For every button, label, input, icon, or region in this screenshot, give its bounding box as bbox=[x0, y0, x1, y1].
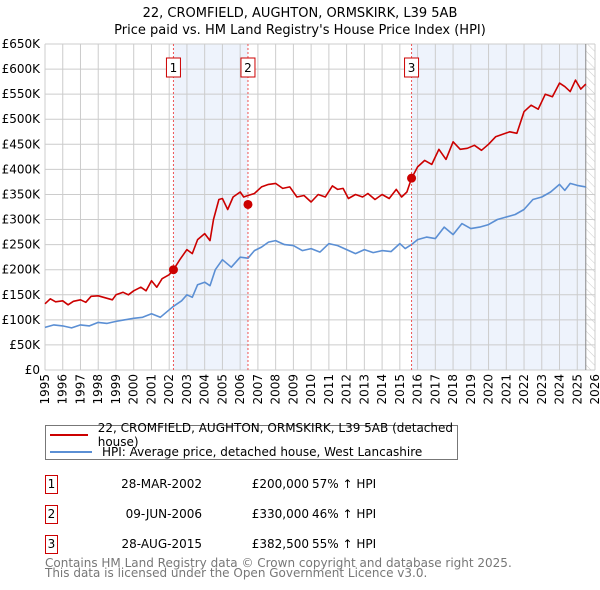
y-tick-label: £550K bbox=[2, 87, 42, 101]
x-tick-label: 2021 bbox=[499, 374, 513, 405]
x-tick-label: 2022 bbox=[517, 374, 531, 405]
sale-label: 1 bbox=[170, 61, 178, 75]
sale-label: 3 bbox=[408, 61, 416, 75]
x-tick-label: 2014 bbox=[375, 374, 389, 405]
x-tick-label: 2019 bbox=[464, 374, 478, 405]
x-tick-label: 2015 bbox=[393, 374, 407, 405]
y-tick-label: £400K bbox=[2, 162, 42, 176]
x-tick-label: 2024 bbox=[553, 374, 567, 405]
footer: Contains HM Land Registry data © Crown c… bbox=[45, 556, 512, 580]
transaction-date: 28-AUG-2015 bbox=[121, 537, 203, 551]
transaction-number: 2 bbox=[45, 505, 58, 524]
forecast-hatch bbox=[585, 44, 595, 370]
legend-label-hpi: HPI: Average price, detached house, West… bbox=[102, 445, 423, 459]
y-tick-label: £450K bbox=[2, 137, 42, 151]
transaction-hpi-diff: 46% ↑ HPI bbox=[312, 507, 377, 521]
transaction-date: 28-MAR-2002 bbox=[121, 477, 202, 491]
y-tick-label: £350K bbox=[2, 187, 42, 201]
x-tick-label: 2003 bbox=[180, 374, 194, 405]
x-tick-label: 2023 bbox=[535, 374, 549, 405]
legend-item-property: 22, CROMFIELD, AUGHTON, ORMSKIRK, L39 5A… bbox=[50, 421, 457, 449]
sale-point bbox=[243, 199, 253, 209]
transaction-price: £200,000 bbox=[251, 477, 309, 491]
footer-licence: This data is licensed under the Open Gov… bbox=[45, 566, 428, 580]
sale-label: 2 bbox=[244, 61, 252, 75]
footer-copyright: Contains HM Land Registry data © Crown c… bbox=[45, 556, 512, 570]
legend-label-property: 22, CROMFIELD, AUGHTON, ORMSKIRK, L39 5A… bbox=[97, 421, 454, 449]
x-tick-label: 2012 bbox=[340, 374, 354, 405]
y-tick-label: £200K bbox=[2, 263, 42, 277]
legend: 22, CROMFIELD, AUGHTON, ORMSKIRK, L39 5A… bbox=[45, 421, 458, 460]
legend-item-hpi: HPI: Average price, detached house, West… bbox=[50, 444, 422, 460]
x-tick-label: 1997 bbox=[73, 374, 87, 405]
x-tick-label: 2000 bbox=[127, 374, 141, 405]
sale-point bbox=[168, 265, 178, 275]
table-row: 2 09-JUN-2006 £330,000 46% ↑ HPI bbox=[45, 505, 465, 527]
legend-swatch-hpi bbox=[50, 451, 92, 453]
x-tick-label: 2007 bbox=[251, 374, 265, 405]
x-tick-label: 1996 bbox=[56, 374, 70, 405]
y-tick-label: £0 bbox=[25, 363, 40, 377]
x-tick-label: 2026 bbox=[588, 374, 600, 405]
y-tick-label: £150K bbox=[2, 288, 42, 302]
property-price-line bbox=[44, 79, 587, 306]
y-tick-label: £300K bbox=[2, 213, 42, 227]
shaded-period bbox=[411, 44, 586, 370]
y-tick-label: £100K bbox=[2, 313, 42, 327]
chart-title: 22, CROMFIELD, AUGHTON, ORMSKIRK, L39 5A… bbox=[143, 6, 458, 21]
x-tick-label: 1995 bbox=[38, 374, 52, 405]
transaction-hpi-diff: 55% ↑ HPI bbox=[312, 537, 377, 551]
transaction-price: £382,500 bbox=[251, 537, 309, 551]
y-tick-label: £600K bbox=[2, 62, 42, 76]
x-tick-label: 2025 bbox=[570, 374, 584, 405]
legend-swatch-property bbox=[50, 434, 88, 436]
transaction-number: 3 bbox=[45, 535, 58, 554]
transaction-price: £330,000 bbox=[251, 507, 309, 521]
x-tick-label: 2018 bbox=[446, 374, 460, 405]
x-tick-label: 2001 bbox=[144, 374, 158, 405]
x-tick-label: 2016 bbox=[411, 374, 425, 405]
x-tick-label: 2020 bbox=[482, 374, 496, 405]
x-tick-label: 1998 bbox=[91, 374, 105, 405]
x-tick-label: 2006 bbox=[233, 374, 247, 405]
transaction-number: 1 bbox=[45, 475, 58, 494]
x-tick-label: 2002 bbox=[162, 374, 176, 405]
y-tick-label: £650K bbox=[2, 37, 42, 51]
x-tick-label: 2004 bbox=[198, 374, 212, 405]
x-tick-label: 2017 bbox=[428, 374, 442, 405]
price-chart: 22, CROMFIELD, AUGHTON, ORMSKIRK, L39 5A… bbox=[2, 6, 600, 405]
chart-subtitle: Price paid vs. HM Land Registry's House … bbox=[114, 23, 486, 38]
y-tick-label: £250K bbox=[2, 238, 42, 252]
hpi-line bbox=[44, 182, 586, 329]
x-tick-label: 2011 bbox=[322, 374, 336, 405]
transaction-hpi-diff: 57% ↑ HPI bbox=[312, 477, 377, 491]
y-tick-label: £500K bbox=[2, 112, 42, 126]
y-tick-label: £50K bbox=[9, 338, 41, 352]
table-row: 1 28-MAR-2002 £200,000 57% ↑ HPI bbox=[45, 475, 465, 497]
x-tick-label: 1999 bbox=[109, 374, 123, 405]
table-row: 3 28-AUG-2015 £382,500 55% ↑ HPI bbox=[45, 535, 465, 557]
x-tick-label: 2013 bbox=[357, 374, 371, 405]
sale-label-box bbox=[404, 57, 420, 78]
x-tick-label: 2009 bbox=[286, 374, 300, 405]
sale-label-box bbox=[165, 57, 181, 78]
shaded-period bbox=[173, 44, 248, 370]
transaction-date: 09-JUN-2006 bbox=[125, 507, 202, 521]
sale-point bbox=[407, 173, 417, 183]
x-tick-label: 2005 bbox=[215, 374, 229, 405]
x-tick-label: 2010 bbox=[304, 374, 318, 405]
sale-label-box bbox=[240, 57, 256, 78]
x-tick-label: 2008 bbox=[269, 374, 283, 405]
